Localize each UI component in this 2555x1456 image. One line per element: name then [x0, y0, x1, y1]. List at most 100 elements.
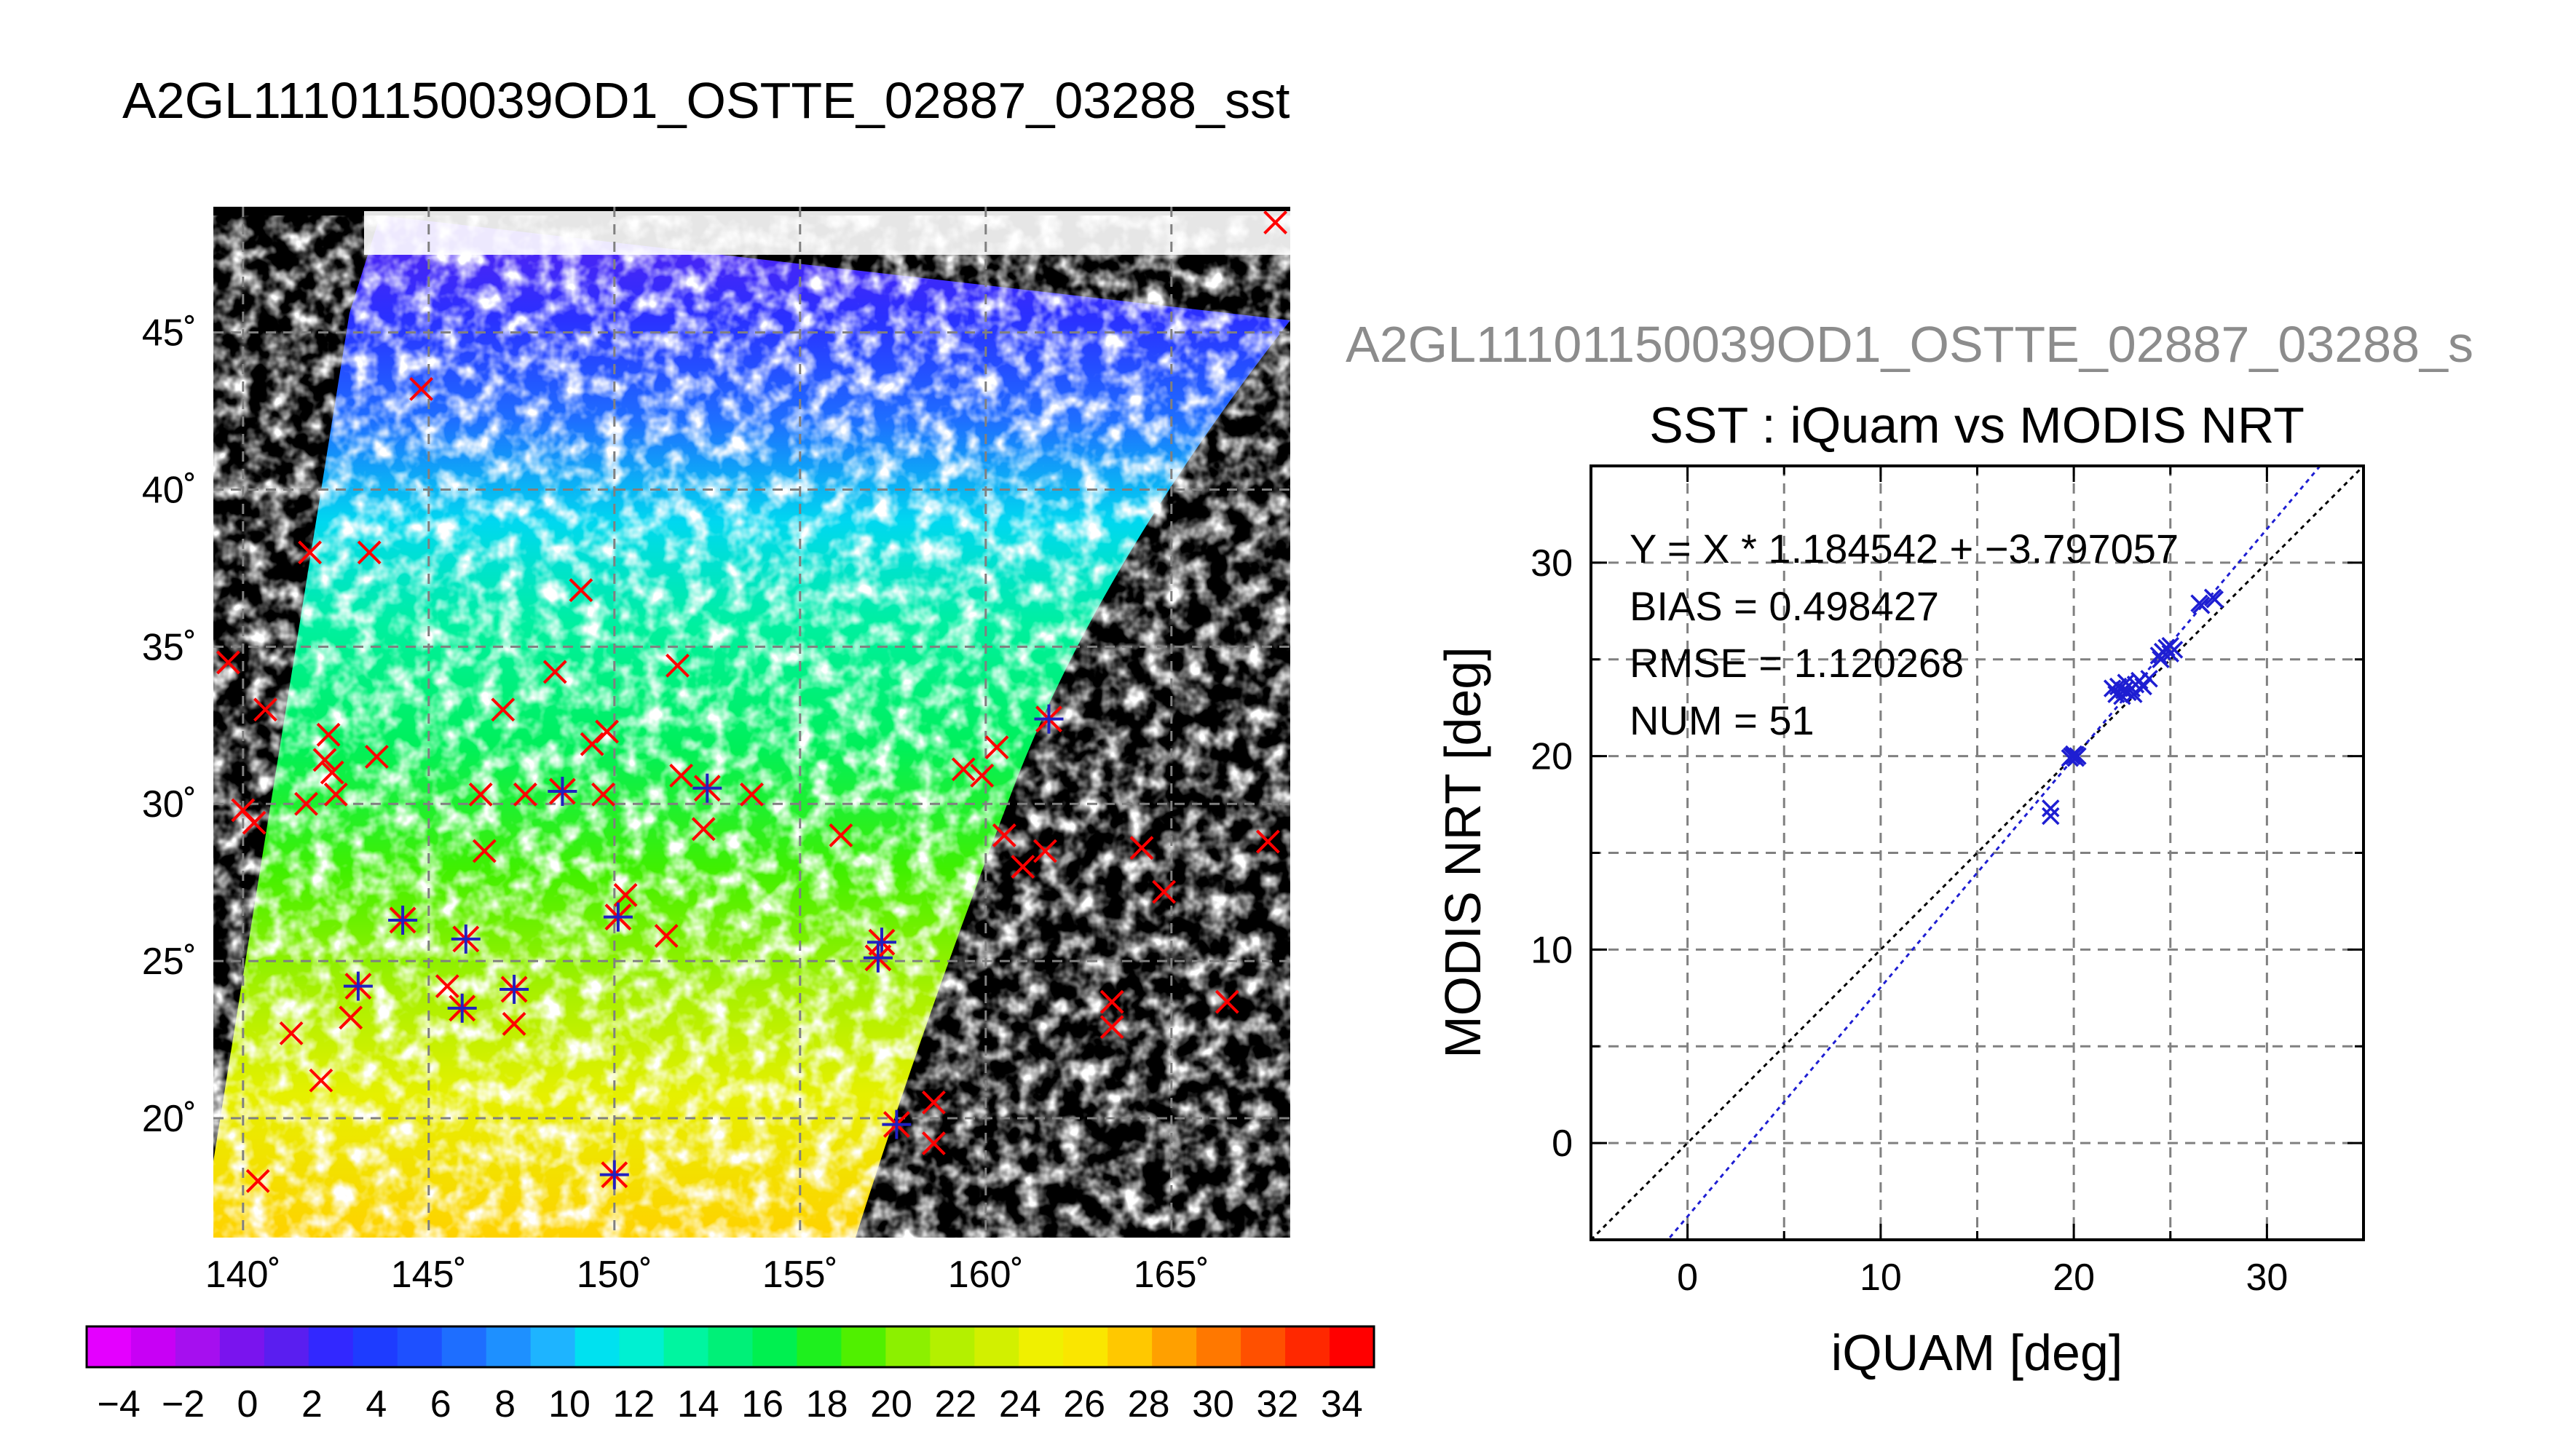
- colorbar-segment: [175, 1326, 221, 1367]
- scatter-file-title: A2GL11101150039OD1_OSTTE_02887_03288_s: [1346, 316, 2473, 373]
- scatter-y-tick-labels: 0 10 20 30: [1531, 542, 1573, 1165]
- colorbar-tick-label: 10: [548, 1383, 591, 1425]
- scatter-y-tick-label: 20: [1531, 736, 1573, 778]
- match-point-x: [951, 757, 976, 782]
- map-x-tick-label: 155˚: [762, 1254, 838, 1296]
- main-title: A2GL11101150039OD1_OSTTE_02887_03288_sst: [122, 72, 1290, 129]
- identity-line: [1591, 466, 2364, 1240]
- scatter-grid: [1591, 466, 2364, 1240]
- match-point-x: [740, 782, 764, 807]
- scatter-point: [2140, 670, 2158, 688]
- colorbar-segment: [486, 1326, 532, 1367]
- colorbar-tick-label: −4: [98, 1383, 141, 1425]
- match-point-star: [867, 927, 896, 957]
- match-point-x: [613, 883, 638, 907]
- match-point-x: [1011, 855, 1035, 879]
- map-x-tick-label: 160˚: [948, 1254, 1024, 1296]
- match-point-x: [595, 719, 620, 744]
- match-point-star: [548, 776, 577, 806]
- scatter-point: [2042, 799, 2060, 818]
- colorbar-tick-label: 34: [1321, 1383, 1363, 1425]
- colorbar-tick-label: 24: [999, 1383, 1041, 1425]
- scatter-title: SST : iQuam vs MODIS NRT: [1649, 397, 2305, 454]
- match-point-x: [309, 1068, 333, 1093]
- match-point-x: [312, 748, 337, 772]
- match-point-x: [472, 839, 497, 863]
- colorbar-tick-label: 32: [1256, 1383, 1298, 1425]
- scatter-ticks: [1590, 464, 2365, 1241]
- map-points: [216, 210, 1288, 1193]
- colorbar-segment: [1330, 1326, 1375, 1367]
- match-point-x: [1099, 989, 1124, 1014]
- colorbar-segment: [87, 1326, 132, 1367]
- colorbar-tick-label: 0: [237, 1383, 258, 1425]
- match-point-x: [1152, 879, 1177, 904]
- colorbar-tick-label: 2: [301, 1383, 323, 1425]
- match-point-star: [343, 971, 373, 1001]
- match-point-star: [451, 924, 481, 954]
- scatter-x-tick-labels: 0 10 20 30: [1677, 1257, 2288, 1299]
- map-y-tick-labels: 20˚ 25˚ 30˚ 35˚ 40˚ 45˚: [142, 312, 197, 1140]
- match-point-x: [591, 782, 615, 807]
- colorbar-segment: [264, 1326, 309, 1367]
- scatter-x-tick-label: 30: [2246, 1257, 2288, 1299]
- rmse-value: RMSE = 1.120268: [1630, 640, 1964, 686]
- map-y-tick-label: 35˚: [142, 626, 197, 668]
- colorbar-segment: [397, 1326, 443, 1367]
- colorbar-frame: [85, 1325, 1375, 1369]
- map-grid: [213, 207, 1290, 1238]
- map-y-tick-label: 25˚: [142, 941, 197, 983]
- match-point-x: [1032, 839, 1057, 863]
- match-point-star: [882, 1109, 912, 1139]
- match-point-star: [863, 943, 893, 973]
- match-point-x: [435, 974, 459, 999]
- colorbar-tick-label: 30: [1192, 1383, 1234, 1425]
- match-point-x: [242, 810, 266, 835]
- colorbar-segment: [574, 1326, 620, 1367]
- match-point-star: [603, 902, 633, 932]
- colorbar-tick-label: 8: [494, 1383, 516, 1425]
- match-point-x: [666, 653, 690, 678]
- map-x-tick-label: 140˚: [205, 1254, 281, 1296]
- match-point-x: [921, 1131, 946, 1155]
- match-point-x: [829, 823, 853, 847]
- colorbar-segment: [1063, 1326, 1108, 1367]
- map-x-tick-label: 145˚: [391, 1254, 467, 1296]
- match-point-x: [357, 540, 382, 565]
- sst-map: 140˚ 145˚ 150˚ 155˚ 160˚ 165˚ 20˚ 25˚ 30˚ 35˚ 40˚…: [142, 207, 1290, 1296]
- colorbar-segment: [663, 1326, 709, 1367]
- colorbar-segment: [708, 1326, 754, 1367]
- match-point-x: [409, 376, 434, 401]
- colorbar-tick-label: 20: [870, 1383, 912, 1425]
- match-point-x: [1215, 989, 1239, 1014]
- colorbar-tick-label: 12: [612, 1383, 655, 1425]
- cloud-mask: [213, 215, 1290, 1238]
- map-y-tick-label: 40˚: [142, 470, 197, 512]
- map-x-tick-label: 150˚: [577, 1254, 652, 1296]
- colorbar-tick-label: −2: [162, 1383, 205, 1425]
- match-point-star: [599, 1160, 629, 1190]
- colorbar-segment: [308, 1326, 354, 1367]
- colorbar-segment: [352, 1326, 398, 1367]
- match-point-x: [921, 1090, 946, 1115]
- colorbar-tick-label: 26: [1063, 1383, 1105, 1425]
- match-point-x: [245, 1168, 270, 1193]
- colorbar-segment: [797, 1326, 842, 1367]
- match-point-x: [320, 760, 344, 785]
- scatter-x-label: iQUAM [deg]: [1831, 1324, 2123, 1381]
- match-point-x: [542, 660, 567, 684]
- match-point-x: [992, 823, 1016, 847]
- colorbar-segment: [1196, 1326, 1241, 1367]
- match-point-x: [298, 540, 323, 565]
- scatter-plot: SST : iQuam vs MODIS NRT 0 10 20 30 0 10 20 30…: [1434, 397, 2365, 1381]
- colorbar-segment: [841, 1326, 886, 1367]
- bias-value: BIAS = 0.498427: [1630, 583, 1939, 629]
- colorbar-segment: [619, 1326, 665, 1367]
- colorbar-segment: [130, 1326, 176, 1367]
- scatter-y-tick-label: 30: [1531, 542, 1573, 585]
- fit-equation: Y = X * 1.184542 + −3.797057: [1630, 526, 2179, 571]
- scatter-y-tick-label: 0: [1552, 1123, 1573, 1165]
- match-point-x: [323, 782, 348, 807]
- match-point-star: [388, 905, 418, 935]
- match-point-x: [569, 578, 593, 603]
